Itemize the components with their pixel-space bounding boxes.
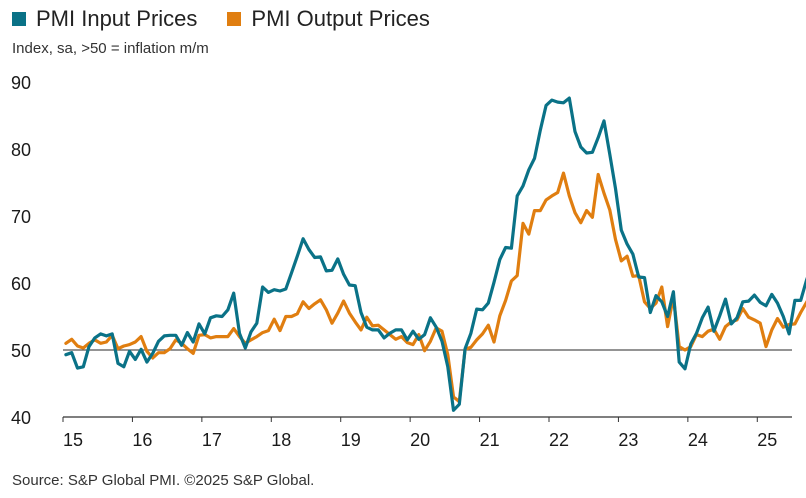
x-tick-label-24: 24 bbox=[688, 430, 708, 450]
line-chart: 40 50 60 70 80 90 15 16 17 18 19 20 21 22 23 24 25 bbox=[11, 73, 806, 450]
x-tick-label-18: 18 bbox=[271, 430, 291, 450]
x-tick-label-16: 16 bbox=[132, 430, 152, 450]
x-tick-label-25: 25 bbox=[757, 430, 777, 450]
legend-label-output-prices: PMI Output Prices bbox=[251, 6, 430, 31]
x-tick-label-17: 17 bbox=[202, 430, 222, 450]
chart-source-note: Source: S&P Global PMI. ©2025 S&P Global… bbox=[12, 472, 315, 489]
legend-swatch-output-prices bbox=[227, 12, 242, 26]
y-tick-label-40: 40 bbox=[11, 408, 31, 428]
x-tick-label-20: 20 bbox=[410, 430, 430, 450]
x-tick-label-22: 22 bbox=[549, 430, 569, 450]
y-tick-label-80: 80 bbox=[11, 140, 31, 160]
x-tick-label-23: 23 bbox=[618, 430, 638, 450]
y-tick-label-70: 70 bbox=[11, 207, 31, 227]
legend-swatch-input-prices bbox=[12, 12, 26, 26]
chart-subtitle: Index, sa, >50 = inflation m/m bbox=[12, 40, 209, 57]
y-tick-label-90: 90 bbox=[11, 73, 31, 93]
y-tick-label-60: 60 bbox=[11, 274, 31, 294]
x-tick-label-19: 19 bbox=[341, 430, 361, 450]
legend-item-output-prices: PMI Output Prices bbox=[227, 6, 430, 32]
legend-label-input-prices: PMI Input Prices bbox=[36, 6, 198, 31]
y-tick-label-50: 50 bbox=[11, 341, 31, 361]
x-tick-label-21: 21 bbox=[480, 430, 500, 450]
series-line-pmi-input-prices bbox=[64, 96, 806, 412]
series-line-pmi-output-prices bbox=[64, 171, 806, 404]
chart-legend: PMI Input Prices PMI Output Prices bbox=[12, 6, 460, 32]
legend-item-input-prices: PMI Input Prices bbox=[12, 6, 197, 32]
x-tick-label-15: 15 bbox=[63, 430, 83, 450]
